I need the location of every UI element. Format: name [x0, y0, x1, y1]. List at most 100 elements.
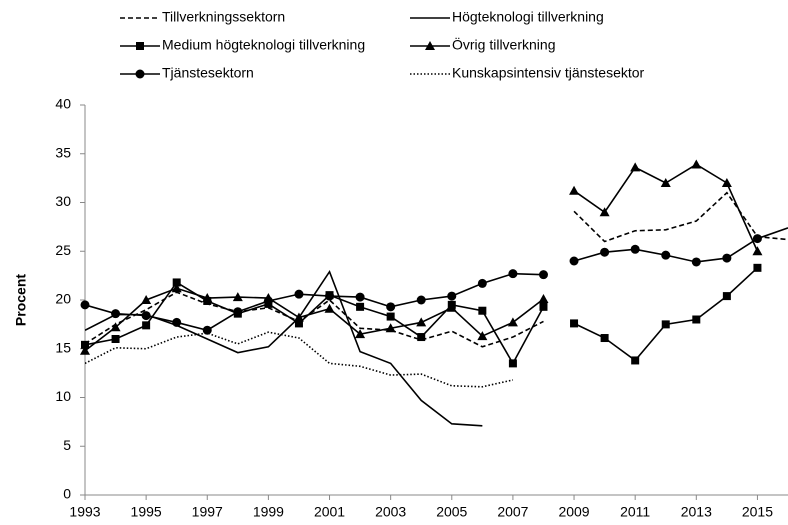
marker: [752, 234, 762, 244]
marker: [111, 309, 121, 319]
marker: [202, 325, 212, 335]
marker: [631, 356, 640, 365]
marker: [386, 312, 395, 321]
marker: [508, 269, 518, 279]
y-tick-label: 35: [55, 144, 71, 160]
x-tick-label: 1997: [192, 504, 223, 520]
marker: [660, 178, 671, 187]
marker: [721, 178, 732, 187]
marker: [202, 293, 213, 303]
marker: [661, 250, 671, 260]
legend-label: Övrig tillverkning: [452, 36, 555, 53]
x-tick-label: 2005: [436, 504, 467, 520]
marker: [417, 333, 426, 342]
legend-label: Tillverkningssektorn: [162, 9, 285, 25]
legend-label: Tjänstesektorn: [162, 65, 254, 81]
marker: [691, 159, 702, 169]
marker: [630, 244, 640, 254]
x-tick-label: 2015: [742, 504, 773, 520]
marker: [722, 292, 731, 301]
marker: [446, 302, 457, 312]
y-tick-label: 40: [55, 96, 71, 112]
x-tick-label: 1993: [69, 504, 100, 520]
marker: [752, 246, 763, 256]
marker: [294, 289, 304, 299]
marker: [232, 292, 243, 302]
marker: [507, 317, 518, 327]
legend-label: Medium högteknologi tillverkning: [162, 37, 365, 53]
series-line: [85, 227, 788, 427]
marker: [111, 335, 120, 343]
marker: [538, 294, 549, 304]
marker: [600, 334, 609, 343]
marker: [81, 340, 89, 349]
marker: [355, 292, 365, 302]
marker: [538, 270, 548, 280]
marker: [385, 323, 396, 333]
legend-label: Kunskapsintensiv tjänstesektor: [452, 65, 645, 81]
marker: [599, 207, 610, 217]
marker: [172, 278, 181, 287]
marker: [386, 302, 396, 312]
marker: [142, 321, 151, 330]
marker: [136, 42, 144, 50]
marker: [661, 320, 670, 329]
marker: [447, 291, 457, 301]
marker: [425, 41, 435, 50]
y-tick-label: 30: [55, 193, 71, 209]
marker: [477, 278, 487, 288]
marker: [263, 296, 273, 306]
y-tick-label: 20: [55, 291, 71, 307]
marker: [753, 263, 762, 272]
marker: [80, 300, 90, 310]
marker: [569, 185, 580, 195]
marker: [172, 317, 182, 327]
marker: [539, 302, 548, 311]
marker: [722, 253, 732, 263]
marker: [171, 283, 182, 293]
y-tick-label: 15: [55, 339, 71, 355]
marker: [416, 317, 427, 327]
marker: [478, 306, 487, 315]
marker: [110, 322, 121, 332]
x-tick-label: 2009: [558, 504, 589, 520]
x-tick-label: 2013: [681, 504, 712, 520]
x-tick-label: 1995: [131, 504, 162, 520]
marker: [356, 302, 365, 311]
marker: [141, 295, 152, 304]
legend-label: Högteknologi tillverkning: [452, 9, 604, 25]
x-tick-label: 2011: [620, 504, 650, 520]
marker: [477, 331, 488, 341]
y-tick-label: 10: [55, 388, 71, 404]
series-line: [85, 237, 758, 332]
marker: [294, 319, 303, 328]
y-tick-label: 25: [55, 242, 71, 258]
marker: [355, 329, 366, 339]
x-tick-label: 1999: [253, 504, 284, 520]
y-tick-label: 0: [63, 486, 71, 502]
marker: [324, 303, 335, 313]
x-tick-label: 2001: [314, 504, 345, 520]
marker: [80, 345, 90, 355]
marker: [416, 295, 426, 305]
marker: [630, 162, 641, 172]
series-line: [85, 331, 514, 388]
marker: [692, 315, 701, 324]
x-tick-label: 2007: [497, 504, 528, 520]
series-line: [85, 191, 788, 348]
marker: [508, 359, 517, 368]
marker: [293, 312, 304, 322]
marker: [691, 257, 701, 267]
x-tick-label: 2003: [375, 504, 406, 520]
marker: [325, 291, 335, 301]
marker: [233, 307, 243, 317]
marker: [135, 69, 145, 79]
marker: [141, 311, 151, 321]
y-axis-label: Procent: [13, 274, 29, 326]
marker: [600, 247, 610, 257]
marker: [569, 256, 579, 266]
y-tick-label: 5: [63, 437, 71, 453]
series-line: [85, 267, 758, 366]
marker: [570, 319, 579, 328]
